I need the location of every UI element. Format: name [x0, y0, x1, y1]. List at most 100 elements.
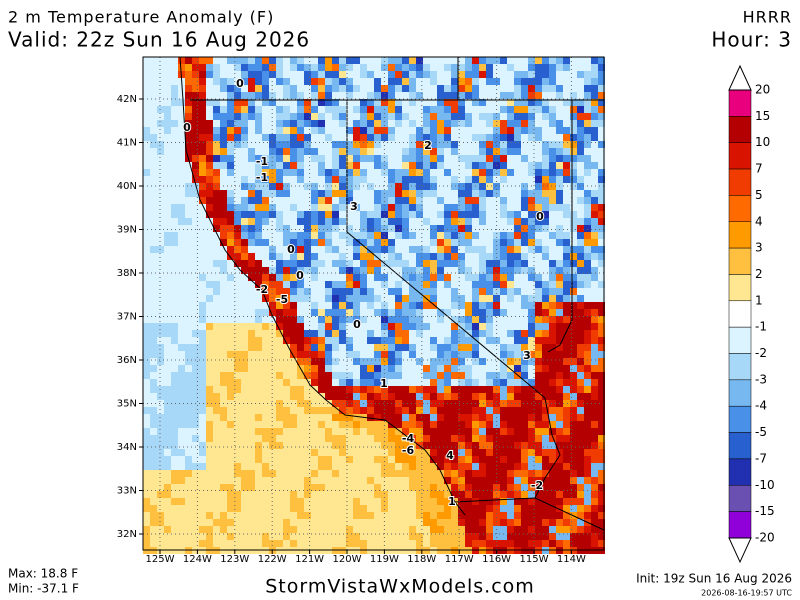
- field-cell: [423, 106, 430, 113]
- field-cell: [563, 337, 570, 344]
- field-cell: [402, 71, 409, 78]
- field-cell: [339, 421, 346, 428]
- field-cell: [164, 302, 171, 309]
- field-cell: [367, 260, 374, 267]
- field-cell: [507, 197, 514, 204]
- field-cell: [192, 71, 199, 78]
- field-cell: [171, 414, 178, 421]
- field-cell: [395, 330, 402, 337]
- field-cell: [591, 309, 598, 316]
- field-cell: [507, 113, 514, 120]
- field-cell: [528, 456, 535, 463]
- field-cell: [479, 78, 486, 85]
- field-cell: [507, 456, 514, 463]
- field-cell: [514, 134, 521, 141]
- field-cell: [213, 162, 220, 169]
- border: [454, 497, 605, 531]
- field-cell: [346, 190, 353, 197]
- field-cell: [339, 323, 346, 330]
- field-cell: [591, 302, 598, 309]
- field-cell: [143, 57, 150, 64]
- field-cell: [332, 71, 339, 78]
- field-cell: [570, 442, 577, 449]
- field-cell: [353, 533, 360, 540]
- field-cell: [528, 414, 535, 421]
- field-cell: [430, 393, 437, 400]
- field-cell: [437, 456, 444, 463]
- field-cell: [241, 225, 248, 232]
- field-cell: [255, 57, 262, 64]
- field-cell: [227, 533, 234, 540]
- field-cell: [290, 253, 297, 260]
- field-cell: [395, 519, 402, 526]
- field-cell: [220, 204, 227, 211]
- field-cell: [514, 498, 521, 505]
- field-cell: [528, 141, 535, 148]
- field-cell: [374, 414, 381, 421]
- field-cell: [276, 113, 283, 120]
- field-cell: [255, 498, 262, 505]
- field-cell: [227, 134, 234, 141]
- field-cell: [262, 435, 269, 442]
- field-cell: [556, 246, 563, 253]
- field-cell: [248, 372, 255, 379]
- field-cell: [332, 540, 339, 547]
- field-cell: [444, 533, 451, 540]
- field-cell: [381, 57, 388, 64]
- field-cell: [227, 351, 234, 358]
- field-cell: [213, 491, 220, 498]
- field-cell: [164, 113, 171, 120]
- field-cell: [563, 239, 570, 246]
- field-cell: [514, 253, 521, 260]
- field-cell: [297, 505, 304, 512]
- field-cell: [227, 183, 234, 190]
- field-cell: [549, 281, 556, 288]
- field-cell: [143, 442, 150, 449]
- field-cell: [563, 113, 570, 120]
- field-cell: [297, 407, 304, 414]
- field-cell: [143, 456, 150, 463]
- field-cell: [227, 225, 234, 232]
- field-cell: [423, 155, 430, 162]
- field-cell: [451, 414, 458, 421]
- field-cell: [164, 393, 171, 400]
- longitude-label: 124W: [183, 554, 212, 565]
- field-cell: [311, 498, 318, 505]
- field-cell: [248, 316, 255, 323]
- field-cell: [521, 414, 528, 421]
- field-cell: [262, 463, 269, 470]
- field-cell: [570, 477, 577, 484]
- field-cell: [528, 379, 535, 386]
- field-cell: [416, 141, 423, 148]
- field-cell: [367, 106, 374, 113]
- field-cell: [437, 414, 444, 421]
- field-cell: [584, 372, 591, 379]
- field-cell: [360, 253, 367, 260]
- field-cell: [507, 253, 514, 260]
- field-cell: [213, 190, 220, 197]
- field-cell: [465, 393, 472, 400]
- field-cell: [465, 92, 472, 99]
- field-cell: [220, 120, 227, 127]
- field-cell: [276, 141, 283, 148]
- field-cell: [353, 204, 360, 211]
- field-cell: [521, 484, 528, 491]
- field-cell: [409, 358, 416, 365]
- field-cell: [549, 232, 556, 239]
- field-cell: [150, 512, 157, 519]
- field-cell: [451, 204, 458, 211]
- field-cell: [297, 302, 304, 309]
- field-cell: [360, 407, 367, 414]
- field-cell: [304, 176, 311, 183]
- field-cell: [178, 197, 185, 204]
- field-cell: [143, 498, 150, 505]
- field-cell: [346, 365, 353, 372]
- field-cell: [178, 358, 185, 365]
- colorbar-swatch: [728, 405, 752, 433]
- field-cell: [164, 477, 171, 484]
- field-cell: [395, 477, 402, 484]
- field-cell: [346, 337, 353, 344]
- field-cell: [598, 470, 605, 477]
- field-cell: [535, 267, 542, 274]
- field-cell: [374, 386, 381, 393]
